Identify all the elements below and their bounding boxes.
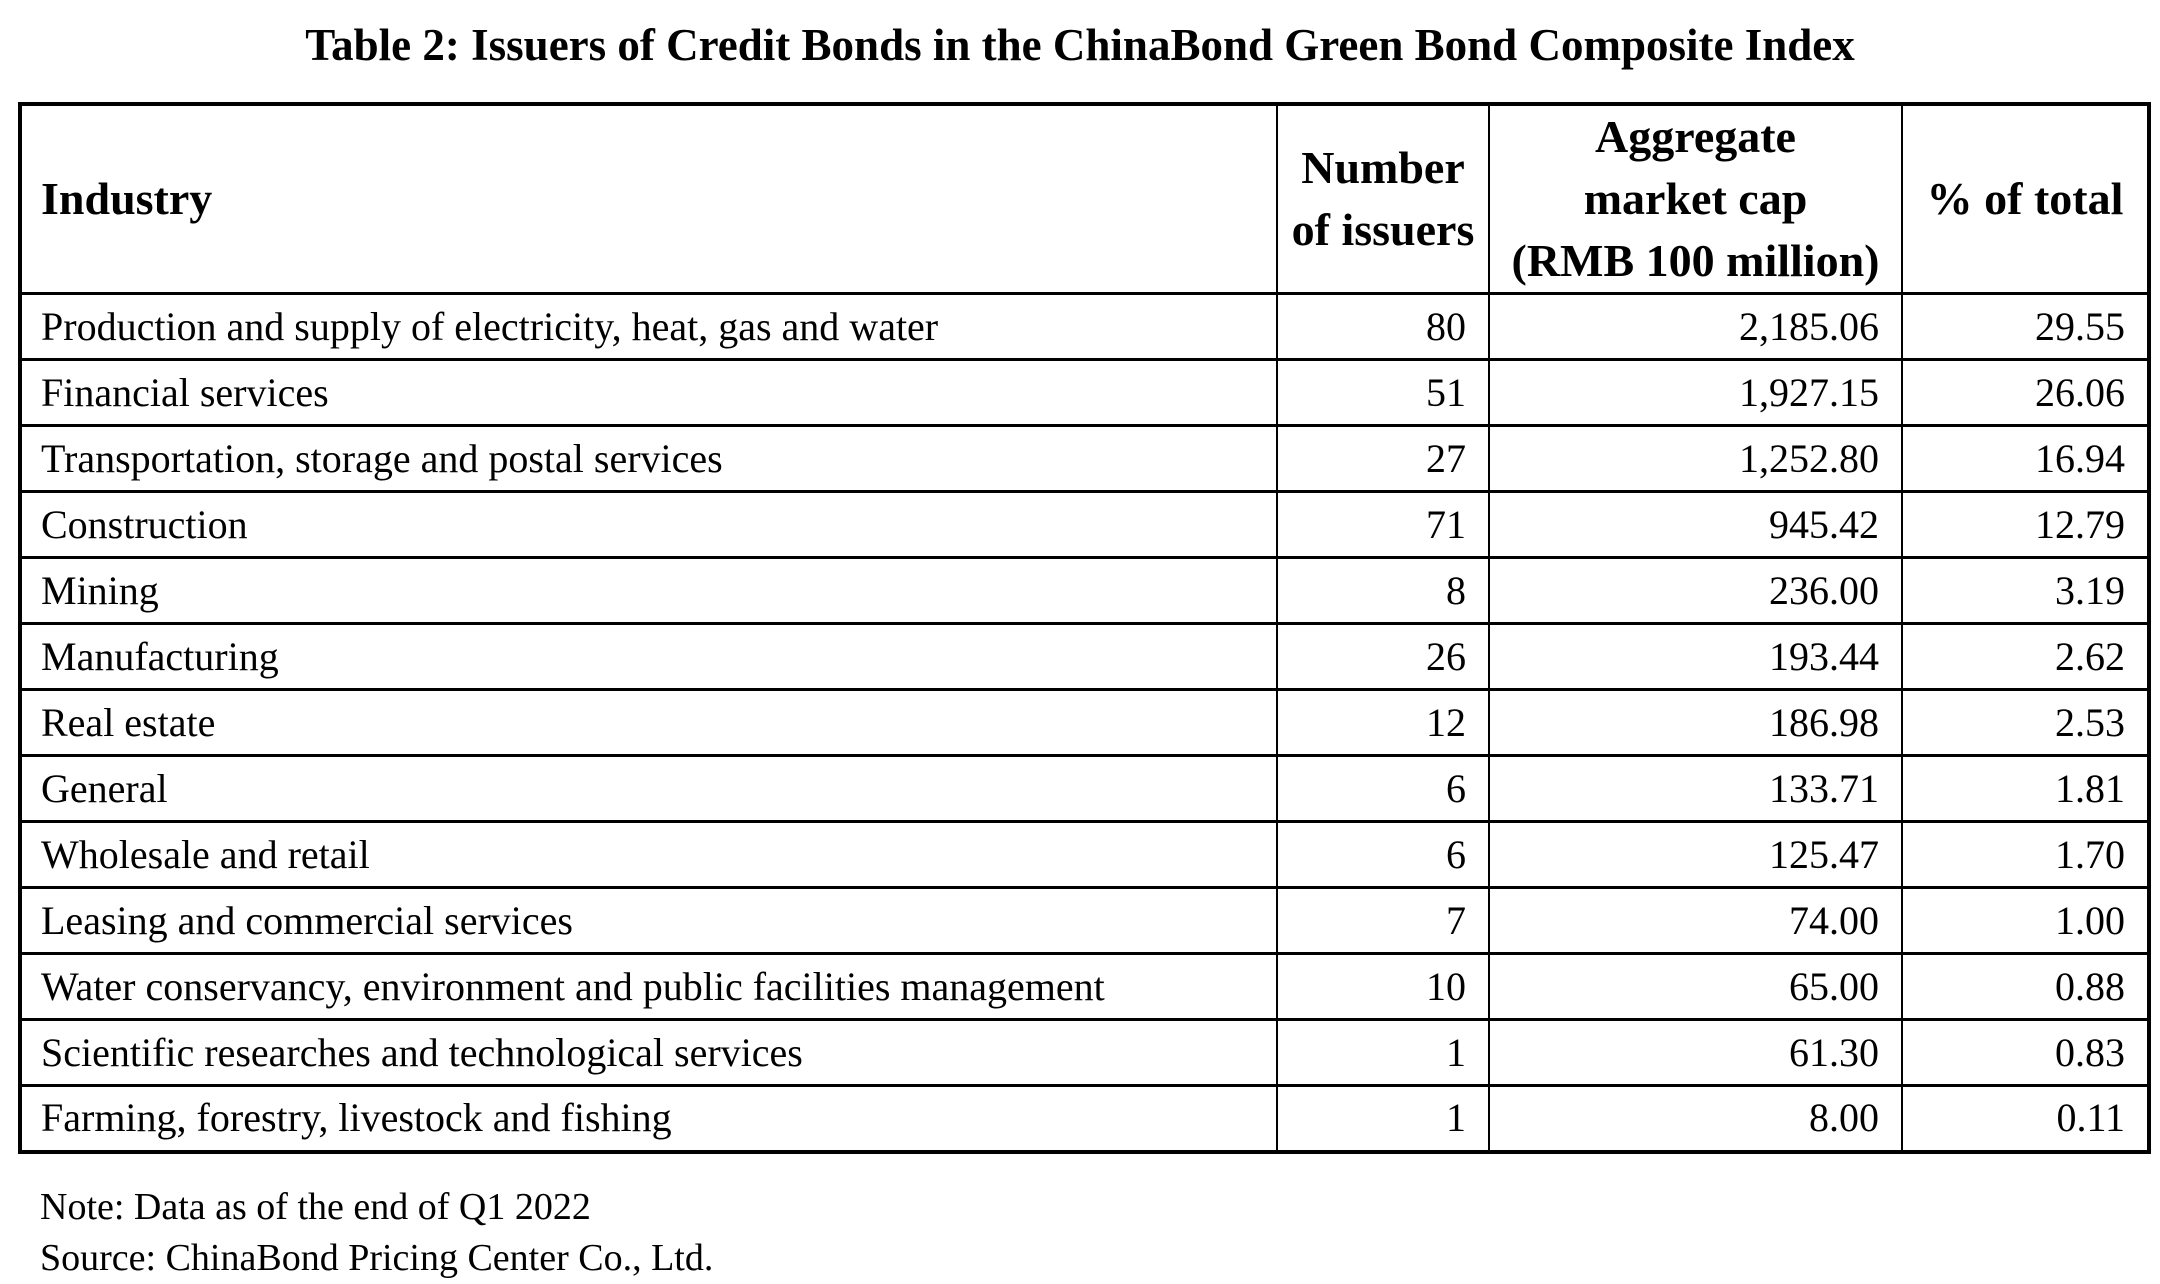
cell-industry: Scientific researches and technological … (19, 1018, 1278, 1087)
cell-industry: Mining (19, 556, 1278, 625)
column-header-industry: Industry (19, 102, 1278, 295)
cell-issuers: 1 (1276, 1084, 1490, 1153)
table-row: Water conservancy, environment and publi… (19, 952, 2150, 1021)
table-row: Manufacturing 26 193.44 2.62 (19, 622, 2150, 691)
table-notes: Note: Data as of the end of Q1 2022 Sour… (40, 1182, 2160, 1284)
column-header-market_cap: Aggregate market cap (RMB 100 million) (1488, 102, 1903, 295)
cell-industry: Financial services (19, 358, 1278, 427)
cell-industry: Construction (19, 490, 1278, 559)
cell-pct: 0.83 (1901, 1018, 2150, 1087)
cell-industry: Production and supply of electricity, he… (19, 292, 1278, 361)
cell-issuers: 6 (1276, 754, 1490, 823)
cell-industry: General (19, 754, 1278, 823)
cell-pct: 12.79 (1901, 490, 2150, 559)
table-row: Financial services 51 1,927.15 26.06 (19, 358, 2150, 427)
table-row: Farming, forestry, livestock and fishing… (19, 1084, 2150, 1153)
table-row: Scientific researches and technological … (19, 1018, 2150, 1087)
cell-pct: 2.62 (1901, 622, 2150, 691)
column-header-issuers: Number of issuers (1276, 102, 1490, 295)
cell-pct: 1.70 (1901, 820, 2150, 889)
cell-issuers: 12 (1276, 688, 1490, 757)
cell-issuers: 8 (1276, 556, 1490, 625)
cell-market_cap: 8.00 (1488, 1084, 1903, 1153)
cell-pct: 16.94 (1901, 424, 2150, 493)
cell-industry: Leasing and commercial services (19, 886, 1278, 955)
cell-issuers: 27 (1276, 424, 1490, 493)
cell-pct: 1.00 (1901, 886, 2150, 955)
table-row: Mining 8 236.00 3.19 (19, 556, 2150, 625)
cell-market_cap: 65.00 (1488, 952, 1903, 1021)
cell-pct: 0.11 (1901, 1084, 2150, 1153)
cell-pct: 0.88 (1901, 952, 2150, 1021)
cell-market_cap: 193.44 (1488, 622, 1903, 691)
cell-industry: Real estate (19, 688, 1278, 757)
table-caption: Table 2: Issuers of Credit Bonds in the … (305, 20, 1855, 70)
table-body: Production and supply of electricity, he… (19, 292, 2150, 1153)
issuers-table: Industry Number of issuers Aggregate marke… (18, 102, 2151, 1154)
cell-market_cap: 1,927.15 (1488, 358, 1903, 427)
cell-pct: 26.06 (1901, 358, 2150, 427)
cell-market_cap: 2,185.06 (1488, 292, 1903, 361)
table-header: Industry Number of issuers Aggregate marke… (19, 102, 2150, 295)
cell-market_cap: 1,252.80 (1488, 424, 1903, 493)
cell-industry: Transportation, storage and postal servi… (19, 424, 1278, 493)
cell-pct: 3.19 (1901, 556, 2150, 625)
table-header-row: Industry Number of issuers Aggregate marke… (19, 102, 2150, 295)
cell-market_cap: 125.47 (1488, 820, 1903, 889)
table-row: Production and supply of electricity, he… (19, 292, 2150, 361)
source-line: Source: ChinaBond Pricing Center Co., Lt… (40, 1236, 714, 1279)
cell-market_cap: 186.98 (1488, 688, 1903, 757)
table-row: Construction 71 945.42 12.79 (19, 490, 2150, 559)
cell-pct: 29.55 (1901, 292, 2150, 361)
cell-market_cap: 133.71 (1488, 754, 1903, 823)
column-header-pct: % of total (1901, 102, 2150, 295)
note-line: Note: Data as of the end of Q1 2022 (40, 1185, 591, 1228)
cell-issuers: 26 (1276, 622, 1490, 691)
cell-market_cap: 61.30 (1488, 1018, 1903, 1087)
cell-issuers: 51 (1276, 358, 1490, 427)
cell-issuers: 1 (1276, 1018, 1490, 1087)
cell-market_cap: 74.00 (1488, 886, 1903, 955)
cell-pct: 1.81 (1901, 754, 2150, 823)
cell-issuers: 80 (1276, 292, 1490, 361)
cell-issuers: 10 (1276, 952, 1490, 1021)
cell-pct: 2.53 (1901, 688, 2150, 757)
cell-issuers: 71 (1276, 490, 1490, 559)
cell-industry: Manufacturing (19, 622, 1278, 691)
table-row: Leasing and commercial services 7 74.00 1.0… (19, 886, 2150, 955)
table-row: Wholesale and retail 6 125.47 1.70 (19, 820, 2150, 889)
cell-industry: Water conservancy, environment and publi… (19, 952, 1278, 1021)
cell-industry: Farming, forestry, livestock and fishing (19, 1084, 1278, 1153)
cell-market_cap: 236.00 (1488, 556, 1903, 625)
table-row: General 6 133.71 1.81 (19, 754, 2150, 823)
cell-issuers: 7 (1276, 886, 1490, 955)
cell-market_cap: 945.42 (1488, 490, 1903, 559)
table-row: Transportation, storage and postal servi… (19, 424, 2150, 493)
cell-industry: Wholesale and retail (19, 820, 1278, 889)
table-row: Real estate 12 186.98 2.53 (19, 688, 2150, 757)
cell-issuers: 6 (1276, 820, 1490, 889)
